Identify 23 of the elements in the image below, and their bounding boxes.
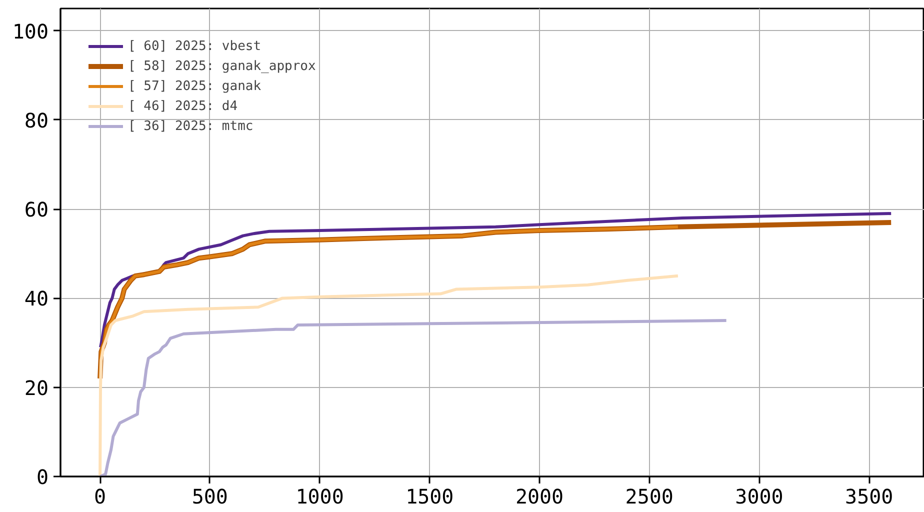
x-tick-label: 1000 [296,484,344,508]
x-tick-label: 500 [192,484,228,508]
legend-label: [ 46] 2025: d4 [128,98,238,114]
y-tick-label: 20 [24,376,49,400]
y-tick-label: 40 [24,286,49,311]
x-tick-label: 0 [94,484,106,508]
x-tick-label: 2500 [625,484,674,508]
x-tick-label: 3500 [845,484,894,508]
line-series [98,212,893,349]
y-tick-label: 60 [24,198,49,222]
x-tick-label: 1500 [406,484,454,508]
y-tick-label: 80 [24,108,49,132]
line-series [98,274,680,476]
y-tick-label: 0 [36,465,49,489]
y-tick-label: 100 [12,19,48,44]
line-series [98,319,728,476]
x-tick-label: 3000 [735,484,784,508]
legend-label: [ 36] 2025: mtmc [128,118,254,134]
legend-label: [ 60] 2025: vbest [128,38,262,54]
line-series [98,225,680,380]
x-tick-label: 2000 [515,484,564,508]
legend-label: [ 57] 2025: ganak [128,78,262,94]
legend-label: [ 58] 2025: ganak_approx [128,58,316,74]
